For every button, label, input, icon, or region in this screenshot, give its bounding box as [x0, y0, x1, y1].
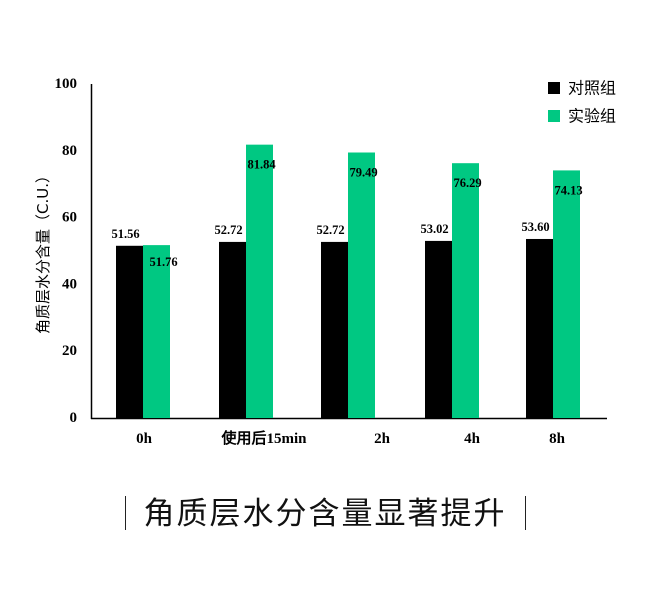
data-label: 51.76 [149, 255, 177, 269]
x-tick-label: 0h [136, 431, 153, 447]
y-tick-label: 40 [62, 276, 77, 292]
legend-swatch [548, 110, 560, 122]
data-label: 81.84 [247, 158, 276, 172]
data-label: 76.29 [453, 176, 481, 190]
data-label: 52.72 [214, 223, 242, 237]
data-label: 51.56 [111, 227, 139, 241]
bar-control [321, 241, 348, 418]
y-tick-label: 20 [62, 343, 77, 359]
x-tick-label: 2h [374, 431, 391, 447]
legend-swatch [548, 82, 560, 94]
bar-control [526, 238, 553, 418]
bars [116, 144, 580, 418]
data-label: 74.13 [554, 183, 582, 197]
data-label: 53.60 [521, 220, 549, 234]
legend-label: 实验组 [568, 107, 616, 126]
data-label: 52.72 [316, 223, 344, 237]
x-tick-label: 使用后15min [220, 429, 307, 447]
caption: 角质层水分含量显著提升 [0, 488, 650, 533]
bar-experiment [348, 152, 375, 418]
caption-text: 角质层水分含量显著提升 [143, 496, 507, 532]
x-tick-label: 8h [549, 431, 566, 447]
data-label: 79.49 [349, 166, 377, 180]
y-tick-label: 0 [70, 410, 78, 426]
y-tick-label: 80 [62, 143, 77, 159]
bar-control [116, 245, 143, 418]
bar-experiment [553, 170, 580, 418]
legend-label: 对照组 [568, 79, 616, 98]
y-tick-label: 60 [62, 210, 77, 226]
bar-experiment [143, 245, 170, 418]
y-axis-label: 角质层水分含量（C.U.） [34, 168, 52, 334]
data-labels: 51.56 52.72 52.72 53.02 53.60 51.76 81.84 79.49… [111, 158, 582, 269]
bar-control [219, 241, 246, 418]
caption-left-divider [124, 495, 126, 530]
caption-right-divider [524, 495, 526, 530]
y-tick-labels: 0 20 40 60 80 100 [55, 76, 78, 426]
bar-control [425, 240, 452, 418]
x-tick-label: 4h [464, 431, 481, 447]
bar-experiment [452, 163, 479, 418]
data-label: 53.02 [420, 222, 448, 236]
x-tick-labels: 0h 使用后15min 2h 4h 8h [136, 429, 566, 447]
bar-experiment [246, 144, 273, 418]
y-tick-label: 100 [55, 76, 78, 92]
